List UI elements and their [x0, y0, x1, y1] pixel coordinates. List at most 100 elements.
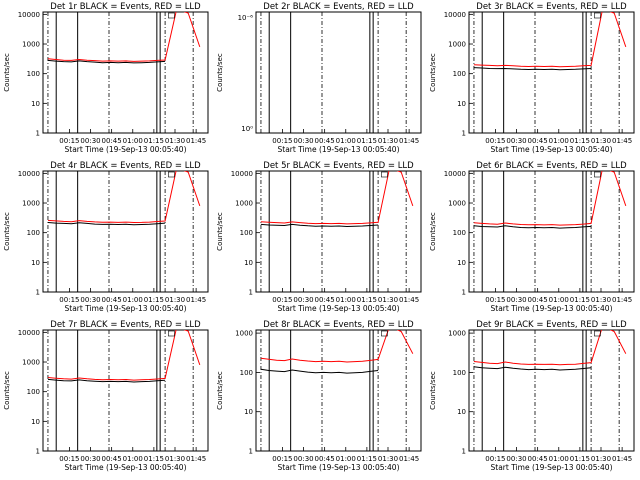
y-tick-label: 1: [462, 130, 466, 138]
y-axis-label: Counts/sec: [429, 212, 437, 251]
events-series-line: [260, 368, 379, 374]
y-tick-label: 1: [36, 448, 40, 456]
saa-marker: [381, 171, 388, 178]
x-tick-label: 01:30: [378, 455, 398, 463]
y-axis-label: Counts/sec: [3, 53, 11, 92]
y-tick-label: 1: [249, 289, 253, 297]
x-tick-label: 01:00: [123, 137, 143, 145]
x-tick-label: 01:15: [570, 455, 590, 463]
panel-title: Det 6r BLACK = Events, RED = LLD: [476, 161, 627, 171]
x-tick-label: 01:15: [357, 455, 377, 463]
x-tick-label: 00:15: [272, 137, 292, 145]
x-tick-label: 00:15: [59, 296, 79, 304]
y-tick-label: 10000: [18, 170, 40, 178]
y-tick-label: 10: [244, 259, 253, 267]
plot-frame: [255, 170, 422, 293]
x-tick-label: 01:30: [165, 455, 185, 463]
x-tick-label: 01:15: [357, 137, 377, 145]
x-tick-label: 00:45: [528, 455, 548, 463]
x-tick-label: 01:45: [186, 455, 206, 463]
x-tick-label: 00:45: [102, 296, 122, 304]
x-tick-label: 00:45: [528, 296, 548, 304]
y-tick-label: 1000: [22, 41, 40, 49]
y-tick-label: 1000: [235, 330, 253, 338]
y-tick-label: 1000: [448, 200, 466, 208]
x-tick-label: 00:30: [80, 455, 100, 463]
x-tick-label: 01:30: [378, 296, 398, 304]
panel-7: Det 7r BLACK = Events, RED = LLD Counts/s…: [3, 320, 209, 472]
panel-title: Det 8r BLACK = Events, RED = LLD: [263, 320, 414, 330]
x-axis-label: Start Time (19-Sep-13 00:05:40): [65, 304, 187, 313]
x-tick-label: 01:30: [378, 137, 398, 145]
y-tick-label: 10000: [18, 11, 40, 19]
x-tick-label: 00:30: [506, 296, 526, 304]
y-axis-label: Counts/sec: [429, 371, 437, 410]
x-tick-label: 00:30: [293, 296, 313, 304]
panel-1: Det 1r BLACK = Events, RED = LLD Counts/s…: [3, 2, 209, 154]
x-tick-label: 00:30: [293, 137, 313, 145]
y-tick-label: 1: [249, 448, 253, 456]
x-tick-label: 01:30: [165, 137, 185, 145]
y-tick-label: 10000: [18, 329, 40, 337]
events-series-line: [47, 59, 166, 64]
y-tick-label: 100: [27, 229, 40, 237]
y-tick-label: 10⁻⁶: [238, 14, 254, 22]
plot-frame: [468, 11, 635, 134]
y-tick-label: 10: [457, 408, 466, 416]
x-tick-label: 00:30: [506, 137, 526, 145]
events-series-line: [47, 378, 166, 383]
x-tick-label: 01:45: [612, 296, 632, 304]
y-tick-label: 100: [27, 388, 40, 396]
panel-title: Det 2r BLACK = Events, RED = LLD: [263, 2, 414, 12]
x-tick-label: 00:30: [293, 455, 313, 463]
panel-title: Det 9r BLACK = Events, RED = LLD: [476, 320, 627, 330]
y-tick-label: 10: [457, 259, 466, 267]
plot-frame: [468, 329, 635, 452]
saa-marker: [168, 12, 175, 19]
x-tick-label: 01:30: [591, 455, 611, 463]
x-tick-label: 01:15: [570, 137, 590, 145]
x-axis-label: Start Time (19-Sep-13 00:05:40): [278, 304, 400, 313]
y-tick-label: 1: [462, 289, 466, 297]
saa-marker: [594, 12, 601, 19]
events-series-line: [473, 366, 592, 371]
events-series-line: [260, 223, 379, 228]
plot-frame: [255, 11, 422, 134]
y-tick-label: 10: [457, 100, 466, 108]
x-tick-label: 00:30: [506, 455, 526, 463]
y-axis-label: Counts/sec: [216, 371, 224, 410]
y-tick-label: 10000: [231, 170, 253, 178]
panel-4: Det 4r BLACK = Events, RED = LLD Counts/s…: [3, 161, 209, 313]
x-tick-label: 00:45: [315, 296, 335, 304]
x-tick-label: 01:45: [612, 137, 632, 145]
saa-marker: [381, 330, 388, 337]
x-tick-label: 00:45: [102, 137, 122, 145]
x-tick-label: 01:30: [591, 296, 611, 304]
x-tick-label: 01:30: [165, 296, 185, 304]
events-series-line: [473, 67, 592, 71]
y-axis-label: Counts/sec: [429, 53, 437, 92]
y-tick-label: 1: [36, 289, 40, 297]
y-tick-label: 10: [31, 418, 40, 426]
x-tick-label: 01:00: [123, 296, 143, 304]
x-tick-label: 00:45: [102, 455, 122, 463]
y-tick-label: 1000: [235, 200, 253, 208]
x-tick-label: 01:15: [570, 296, 590, 304]
x-tick-label: 01:00: [336, 137, 356, 145]
panel-5: Det 5r BLACK = Events, RED = LLD Counts/s…: [216, 161, 422, 313]
y-tick-label: 1000: [22, 359, 40, 367]
lld-series-line: [47, 12, 201, 62]
y-tick-label: 10: [244, 408, 253, 416]
y-axis-label: Counts/sec: [216, 53, 224, 92]
saa-marker: [594, 171, 601, 178]
y-tick-label: 100: [453, 70, 466, 78]
y-tick-label: 10000: [444, 170, 466, 178]
y-tick-label: 100: [453, 369, 466, 377]
saa-marker: [168, 330, 175, 337]
x-tick-label: 00:45: [315, 455, 335, 463]
x-axis-label: Start Time (19-Sep-13 00:05:40): [65, 463, 187, 472]
x-tick-label: 00:30: [80, 296, 100, 304]
events-series-line: [473, 225, 592, 229]
plot-frame: [255, 329, 422, 452]
